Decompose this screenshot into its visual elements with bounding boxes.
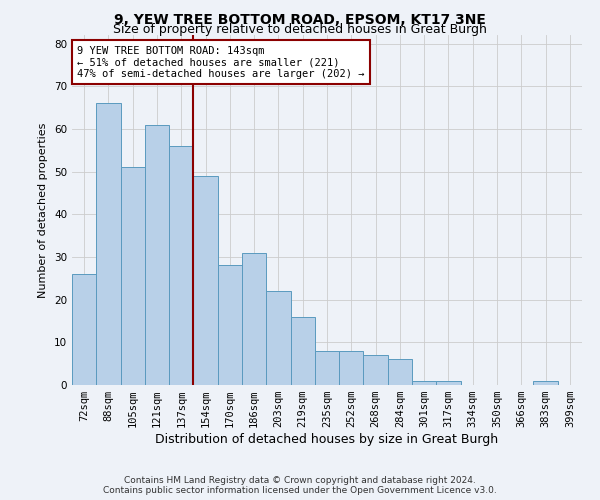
Bar bbox=[364, 355, 388, 385]
Bar bbox=[436, 380, 461, 385]
Text: Size of property relative to detached houses in Great Burgh: Size of property relative to detached ho… bbox=[113, 22, 487, 36]
Text: 9, YEW TREE BOTTOM ROAD, EPSOM, KT17 3NE: 9, YEW TREE BOTTOM ROAD, EPSOM, KT17 3NE bbox=[114, 12, 486, 26]
X-axis label: Distribution of detached houses by size in Great Burgh: Distribution of detached houses by size … bbox=[155, 433, 499, 446]
Bar bbox=[290, 316, 315, 385]
Y-axis label: Number of detached properties: Number of detached properties bbox=[38, 122, 49, 298]
Bar bbox=[145, 124, 169, 385]
Bar bbox=[242, 252, 266, 385]
Bar bbox=[315, 351, 339, 385]
Bar bbox=[169, 146, 193, 385]
Bar bbox=[388, 360, 412, 385]
Bar bbox=[533, 380, 558, 385]
Bar bbox=[193, 176, 218, 385]
Text: Contains HM Land Registry data © Crown copyright and database right 2024.
Contai: Contains HM Land Registry data © Crown c… bbox=[103, 476, 497, 495]
Bar bbox=[339, 351, 364, 385]
Bar bbox=[72, 274, 96, 385]
Bar bbox=[412, 380, 436, 385]
Bar bbox=[266, 291, 290, 385]
Bar bbox=[96, 104, 121, 385]
Bar bbox=[121, 168, 145, 385]
Bar bbox=[218, 266, 242, 385]
Text: 9 YEW TREE BOTTOM ROAD: 143sqm
← 51% of detached houses are smaller (221)
47% of: 9 YEW TREE BOTTOM ROAD: 143sqm ← 51% of … bbox=[77, 46, 365, 78]
